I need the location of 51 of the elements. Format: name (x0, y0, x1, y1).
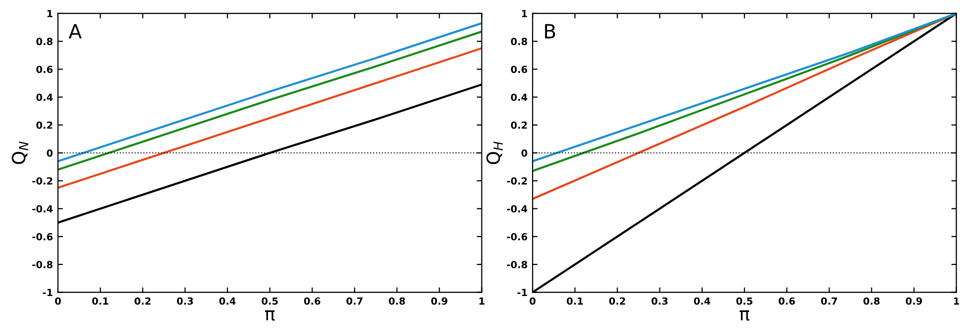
y-tick-label: -0.2 (32, 177, 52, 185)
annotation: B (545, 24, 556, 38)
x-tick-label: 0.9 (431, 297, 448, 305)
x-axis-title: π (265, 310, 275, 321)
y-tick-label: -0.8 (506, 260, 528, 268)
y-tick-label: 0.4 (36, 94, 53, 101)
y-tick-label: -0.2 (506, 177, 527, 185)
x-tick-label: 0 (530, 297, 536, 305)
x-tick-label: 0 (55, 297, 61, 305)
y-tick-label: -0.4 (32, 205, 53, 212)
x-tick-label: 0.6 (778, 297, 795, 305)
y-tick-label: 0.2 (510, 121, 527, 129)
y-tick-label: 0.8 (510, 38, 528, 46)
y-tick-label: 0 (521, 149, 528, 157)
y-tick-label: 1 (47, 10, 52, 18)
x-tick-label: 0.8 (863, 297, 880, 305)
annotation: A (68, 24, 82, 38)
x-tick-label: 0.7 (346, 297, 362, 305)
x-tick-label: 0.3 (652, 297, 668, 305)
y-tick-label: 0.6 (36, 66, 53, 74)
y-tick-label: -1 (42, 288, 52, 296)
x-tick-label: 0.1 (92, 297, 108, 305)
y-tick-label: 1 (522, 10, 528, 18)
x-tick-label: 0.5 (736, 297, 752, 305)
x-tick-label: 0.4 (219, 297, 236, 305)
x-tick-label: 0.1 (566, 297, 583, 305)
y-axis-title: Q$_{H}$ (486, 142, 503, 164)
x-tick-label: 0.6 (304, 297, 320, 305)
y-tick-label: -1 (517, 288, 528, 296)
x-tick-label: 0.8 (388, 297, 405, 305)
x-tick-label: 0.4 (694, 297, 710, 305)
x-axis-title: π (740, 310, 750, 321)
y-tick-label: -0.4 (506, 205, 528, 212)
x-tick-label: 0.2 (134, 297, 150, 305)
x-tick-label: 1 (954, 297, 960, 305)
y-axis-title: Q$_{N}$ (12, 142, 28, 164)
x-tick-label: 0.5 (262, 297, 278, 305)
y-tick-label: 0.8 (36, 38, 52, 46)
x-tick-label: 0.9 (906, 297, 922, 305)
line-series (58, 47, 482, 189)
y-tick-label: 0.6 (510, 66, 528, 74)
x-tick-label: 0.3 (176, 297, 193, 305)
y-tick-label: -0.8 (32, 260, 52, 268)
y-tick-label: 0.2 (36, 121, 52, 129)
y-tick-label: 0 (46, 149, 53, 157)
y-tick-label: -0.6 (506, 233, 528, 240)
y-tick-label: -0.6 (32, 233, 53, 240)
y-tick-label: 0.4 (510, 94, 528, 101)
x-tick-label: 0.7 (821, 297, 838, 305)
x-tick-label: 0.2 (609, 297, 626, 305)
x-tick-label: 1 (479, 297, 484, 305)
